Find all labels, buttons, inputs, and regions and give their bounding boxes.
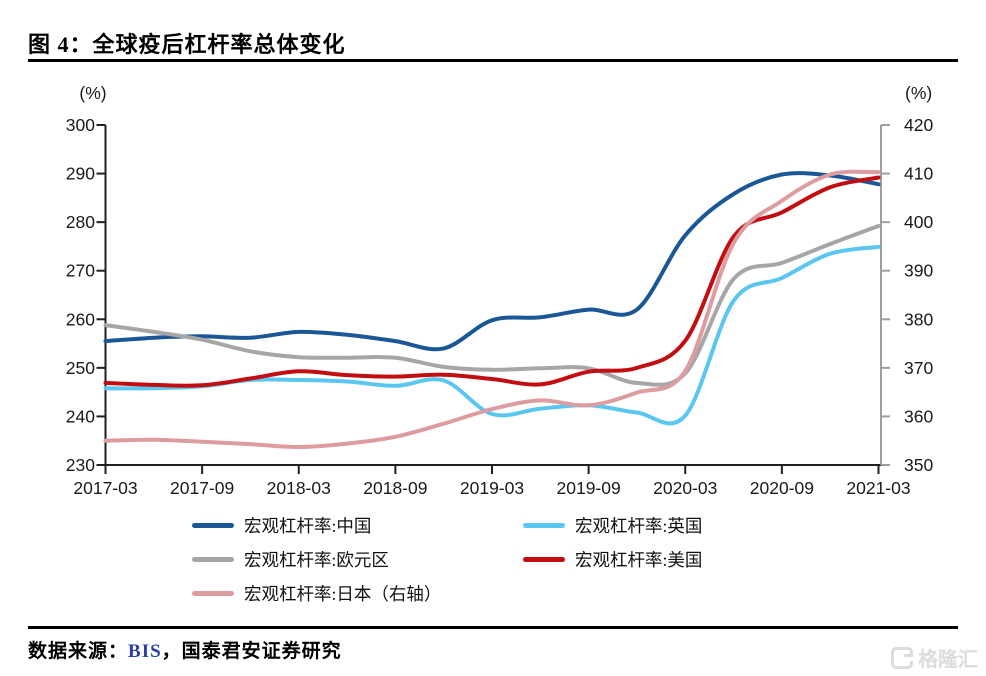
series-line-0 <box>103 171 881 352</box>
legend-swatch <box>192 522 234 528</box>
source-org-bis: BIS <box>128 641 162 662</box>
right-axis-tick-label: 360 <box>904 406 933 426</box>
legend-label: 宏观杠杆率:欧元区 <box>244 549 389 570</box>
source-suffix: ，国泰君安证券研究 <box>161 641 342 662</box>
legend-item: 宏观杠杆率:日本（右轴） <box>192 583 442 604</box>
source-note: 数据来源：BIS，国泰君安证券研究 <box>28 636 342 663</box>
x-axis-tick-label: 2018-03 <box>267 478 331 498</box>
right-axis-unit: (%) <box>905 83 932 103</box>
legend-swatch <box>192 590 234 596</box>
left-axis-tick-label: 270 <box>66 261 95 281</box>
left-axis-tick-label: 290 <box>66 164 95 184</box>
legend-swatch <box>523 522 565 528</box>
left-axis-tick-label: 260 <box>66 309 95 329</box>
series-line-4 <box>103 169 881 450</box>
right-axis-tick-label: 400 <box>904 212 933 232</box>
x-axis-tick-label: 2017-03 <box>73 478 137 498</box>
x-axis-tick-label: 2020-03 <box>653 478 717 498</box>
left-axis-tick-label: 240 <box>66 406 95 426</box>
legend-item: 宏观杠杆率:欧元区 <box>192 549 389 570</box>
right-axis-tick-label: 350 <box>904 455 933 475</box>
figure-title: 图 4：全球疫后杠杆率总体变化 <box>28 31 346 57</box>
left-axis-unit: (%) <box>79 83 106 103</box>
x-axis-tick-label: 2017-09 <box>170 478 234 498</box>
axes: 230 240 250 260 270 280 290 300 350 360 370 380 390 4… <box>66 83 934 498</box>
x-axis-tick-label: 2019-09 <box>557 478 621 498</box>
right-axis-tick-label: 420 <box>904 115 933 135</box>
legend-label: 宏观杠杆率:英国 <box>575 515 703 536</box>
source-prefix: 数据来源： <box>28 641 129 662</box>
legend-item: 宏观杠杆率:美国 <box>523 549 703 570</box>
legend-item: 宏观杠杆率:中国 <box>192 515 372 536</box>
x-axis-tick-label: 2019-03 <box>460 478 524 498</box>
gelonghui-watermark-text: 格隆汇 <box>918 649 978 671</box>
left-axis-tick-label: 250 <box>66 358 95 378</box>
x-axis-tick-label: 2021-03 <box>846 478 910 498</box>
right-axis-tick-label: 410 <box>904 164 933 184</box>
x-axis-tick-label: 2020-09 <box>750 478 814 498</box>
left-axis-tick-label: 280 <box>66 212 95 232</box>
right-axis-tick-label: 370 <box>904 358 933 378</box>
x-axis-tick-label: 2018-09 <box>363 478 427 498</box>
legend-label: 宏观杠杆率:美国 <box>575 549 703 570</box>
legend-item: 宏观杠杆率:英国 <box>523 515 703 536</box>
left-axis-tick-label: 300 <box>66 115 95 135</box>
right-axis-tick-label: 390 <box>904 261 933 281</box>
title-divider <box>28 59 958 62</box>
legend-label: 宏观杠杆率:中国 <box>244 515 372 536</box>
gelonghui-logo-icon <box>891 646 913 669</box>
footer-divider <box>28 626 958 629</box>
legend-swatch <box>192 556 234 562</box>
legend-swatch <box>523 556 565 562</box>
series-line-2 <box>103 224 881 387</box>
right-axis-tick-label: 380 <box>904 309 933 329</box>
gelonghui-watermark: 格隆汇 <box>891 643 978 672</box>
legend-label: 宏观杠杆率:日本（右轴） <box>244 583 442 604</box>
left-axis-tick-label: 230 <box>66 455 95 475</box>
